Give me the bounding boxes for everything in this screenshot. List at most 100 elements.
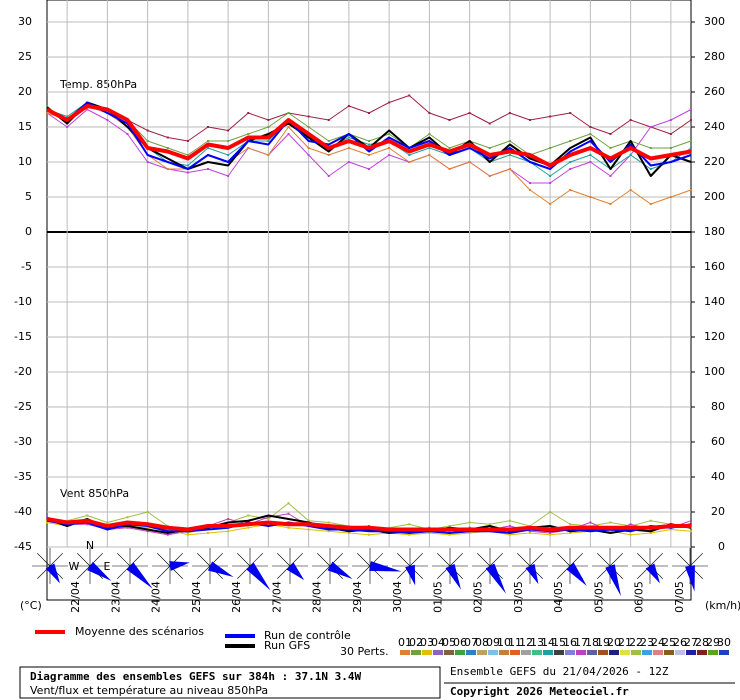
x-tick-label: 29/04: [351, 581, 364, 613]
series-dot: [428, 532, 431, 534]
y-tick-label: 0: [25, 225, 32, 238]
series-dot: [347, 105, 350, 107]
rose-spoke: [437, 553, 451, 567]
pert-number: 05: [442, 636, 456, 649]
rose-spoke: [409, 553, 423, 567]
pert-swatch: [554, 650, 564, 655]
y2-tick-label: 220: [704, 155, 725, 168]
series-dot: [307, 126, 310, 128]
x-tick-label: 02/05: [472, 581, 485, 613]
pert-swatch: [576, 650, 586, 655]
series-dot: [448, 525, 451, 527]
pert-number: 28: [695, 636, 709, 649]
pert-number: 19: [596, 636, 610, 649]
rose-petal: [405, 564, 416, 586]
series-dot: [690, 147, 692, 149]
pert-swatch: [400, 650, 410, 655]
series-dot: [186, 171, 189, 174]
x-tick-label: 24/04: [150, 581, 163, 613]
rose-petal: [525, 563, 539, 585]
wind-rose: [552, 548, 588, 586]
series-dot: [589, 196, 592, 198]
series-dot: [508, 112, 511, 114]
series-dot: [207, 140, 209, 142]
pert-swatch: [455, 650, 465, 655]
series-dot: [508, 519, 511, 522]
series-dot: [307, 115, 310, 118]
series-dot: [388, 133, 391, 135]
pert-number: 04: [431, 636, 445, 649]
wind-rose: [312, 548, 353, 584]
series-dot: [207, 168, 209, 170]
grid: [47, 0, 691, 548]
y2-unit: (km/h): [705, 599, 740, 612]
y-tick-label: 10: [18, 155, 32, 168]
series-dot: [428, 154, 431, 156]
series-dot: [126, 133, 129, 135]
series-dot: [468, 112, 471, 114]
series-dot: [649, 168, 652, 170]
wind-rose: [392, 548, 428, 586]
x-tick-label: 25/04: [190, 581, 203, 613]
pert-swatch: [620, 650, 630, 655]
series-dot: [368, 168, 370, 170]
rose-petal: [126, 562, 153, 589]
series-dot: [669, 196, 672, 198]
series-dot: [247, 133, 250, 135]
series-dot: [368, 140, 370, 142]
series-dot: [669, 133, 672, 135]
rose-spoke: [397, 553, 411, 567]
y-tick-label: -25: [14, 400, 32, 413]
pert-swatch: [664, 650, 674, 655]
rose-petal: [327, 561, 353, 579]
series-dot: [609, 203, 612, 205]
series-dot: [247, 514, 250, 517]
series-dot: [669, 147, 672, 149]
series-dot: [327, 530, 330, 533]
series-dot: [287, 526, 290, 529]
series-dot: [307, 519, 310, 522]
rose-spoke: [529, 553, 543, 567]
rose-petal: [45, 563, 60, 584]
series-dot: [690, 119, 692, 121]
series-dot: [287, 512, 290, 515]
series-dot: [690, 108, 692, 111]
pert-number: 08: [475, 636, 489, 649]
series-dot: [66, 115, 69, 118]
series-dot: [146, 161, 149, 163]
rose-spoke: [597, 553, 611, 567]
pert-swatch: [587, 650, 597, 655]
pert-swatch: [631, 650, 641, 655]
x-tick-label: 30/04: [391, 581, 404, 613]
pert-number: 20: [607, 636, 621, 649]
series-dot: [186, 532, 189, 534]
series-dot: [287, 502, 290, 505]
series-dot: [247, 147, 250, 149]
series-dot: [267, 119, 270, 121]
rose-spoke: [517, 553, 531, 567]
x-tick-label: 26/04: [230, 581, 243, 613]
series-dot: [227, 140, 230, 142]
rose-spoke: [357, 565, 371, 579]
series-dot: [609, 147, 612, 149]
series-dot: [207, 126, 209, 128]
pert-number: 12: [519, 636, 533, 649]
y2-tick-label: 80: [711, 400, 725, 413]
series-dot: [247, 526, 250, 529]
series-dot: [569, 161, 572, 163]
pert-swatch: [532, 650, 542, 655]
series-dot: [186, 164, 189, 167]
series-dot: [146, 511, 149, 513]
rose-petal: [445, 563, 461, 590]
series-dot: [327, 175, 330, 177]
rose-spoke: [37, 553, 51, 567]
series-dot: [690, 519, 692, 522]
pert-number: 01: [398, 636, 412, 649]
series-dot: [227, 129, 230, 132]
series-dot: [408, 523, 411, 526]
series-dot: [569, 532, 572, 534]
series-line: [46, 519, 692, 534]
series-dot: [166, 147, 169, 149]
x-tick-label: 07/05: [673, 581, 686, 613]
